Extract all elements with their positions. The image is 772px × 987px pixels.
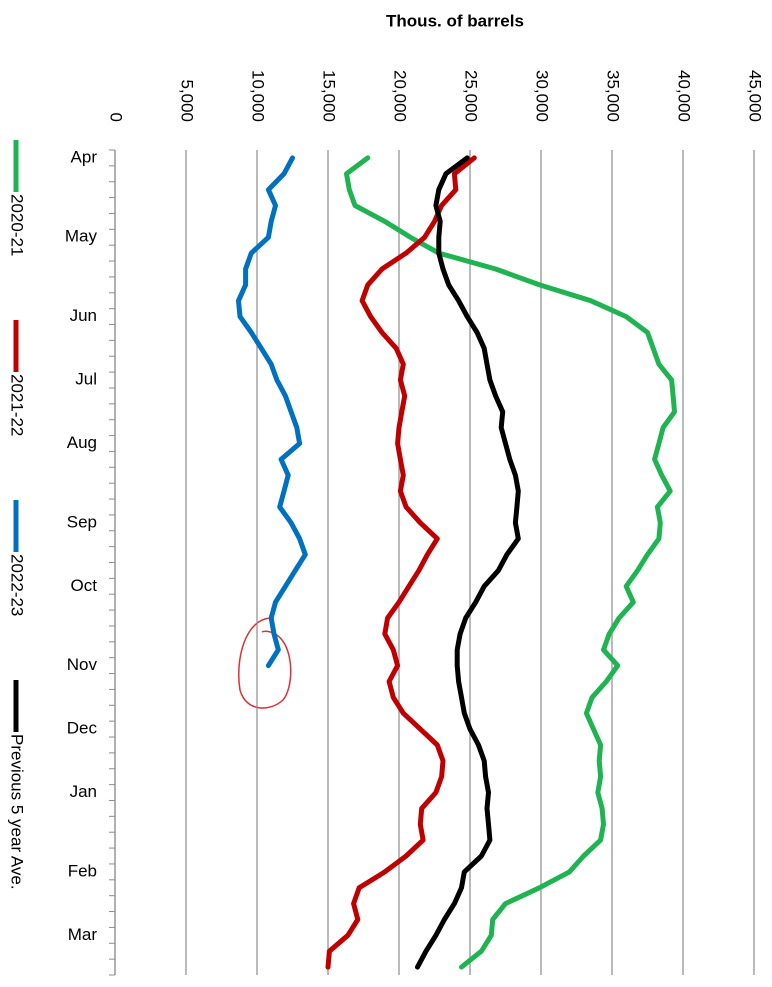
series-line — [236, 155, 308, 669]
x-tick-label: 20,000 — [391, 70, 410, 122]
y-tick-label: Sep — [67, 512, 97, 531]
x-tick-label: 40,000 — [675, 70, 694, 122]
x-tick-label: 0 — [107, 113, 126, 122]
x-tick-label: 35,000 — [604, 70, 623, 122]
x-tick-label: 30,000 — [533, 70, 552, 122]
hand-annotation — [238, 617, 292, 709]
x-tick-label: 45,000 — [746, 70, 765, 122]
legend-label: 2022-23 — [8, 554, 27, 616]
y-tick-label: May — [65, 227, 98, 246]
legend-label: 2021-22 — [8, 374, 27, 436]
y-tick-label: Jul — [75, 370, 97, 389]
series-line — [415, 155, 521, 970]
x-tick-label: 25,000 — [462, 70, 481, 122]
y-tick-label: Dec — [67, 719, 98, 738]
y-tick-label: Mar — [68, 925, 98, 944]
y-tick-label: Apr — [71, 147, 98, 166]
series-line — [344, 155, 677, 970]
x-tick-label: 10,000 — [249, 70, 268, 122]
series-line — [325, 155, 477, 970]
y-tick-label: Nov — [67, 655, 98, 674]
y-tick-label: Aug — [67, 433, 97, 452]
x-tick-label: 15,000 — [320, 70, 339, 122]
axis-title: Thous. of barrels — [386, 11, 524, 30]
y-tick-label: Jan — [70, 782, 97, 801]
y-tick-label: Feb — [68, 861, 97, 880]
y-tick-label: Oct — [71, 576, 98, 595]
y-tick-label: Jun — [70, 306, 97, 325]
legend-label: Previous 5 year Ave. — [8, 734, 27, 890]
legend-label: 2020-21 — [8, 194, 27, 256]
x-tick-label: 5,000 — [178, 79, 197, 122]
